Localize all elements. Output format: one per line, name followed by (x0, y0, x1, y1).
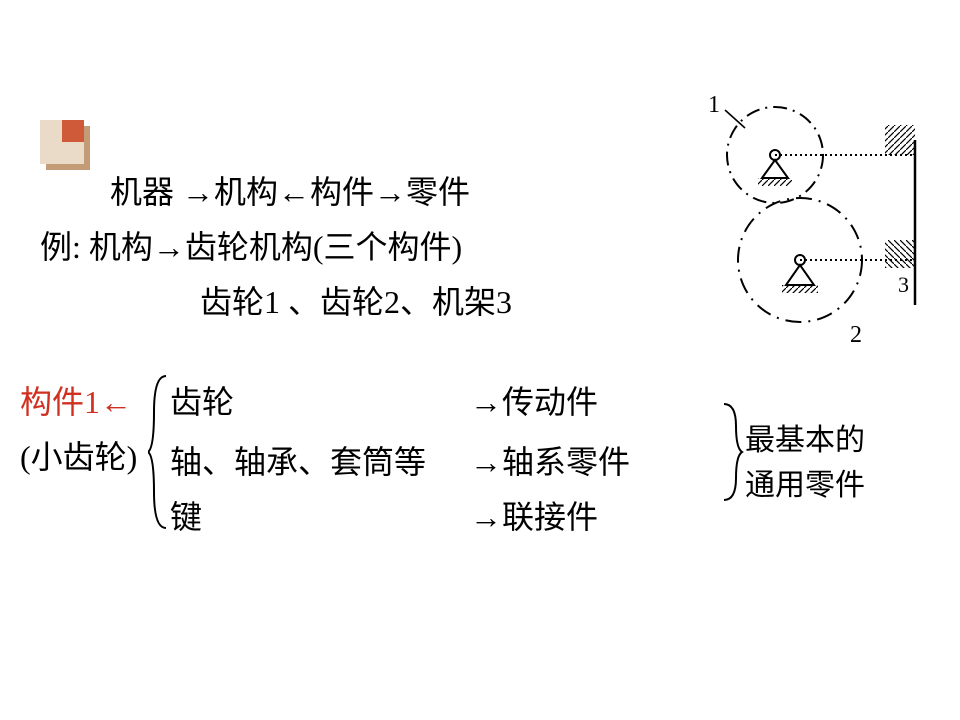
mid-1-right: →传动件 (470, 380, 598, 425)
group1-sub: (小齿轮) (20, 435, 137, 480)
line-3: 齿轮1 、齿轮2、机架3 (200, 280, 512, 325)
diagram-label-3: 3 (898, 272, 909, 297)
mid-1-left: 齿轮 (170, 380, 234, 425)
line-2: 例: 机构→齿轮机构(三个构件) (40, 225, 462, 270)
mid-2-left: 轴、轴承、套筒等 (170, 440, 426, 485)
line-1: 机器 →机构←构件→零件 (110, 170, 470, 215)
group1-label: 构件1← (20, 380, 132, 425)
diagram-label-1: 1 (708, 92, 720, 118)
gear-mechanism-diagram: 1 2 3 (690, 90, 940, 350)
brace-right (720, 400, 744, 505)
right-note-2: 通用零件 (745, 460, 865, 504)
diagram-label-2: 2 (850, 322, 862, 348)
mid-2-right: →轴系零件 (470, 440, 630, 485)
slide-bullet (40, 120, 96, 176)
mid-3-right: →联接件 (470, 495, 598, 540)
right-note-1: 最基本的 (745, 415, 865, 459)
bullet-accent (62, 120, 84, 142)
brace-left (148, 372, 172, 532)
mid-3-left: 键 (170, 495, 202, 540)
